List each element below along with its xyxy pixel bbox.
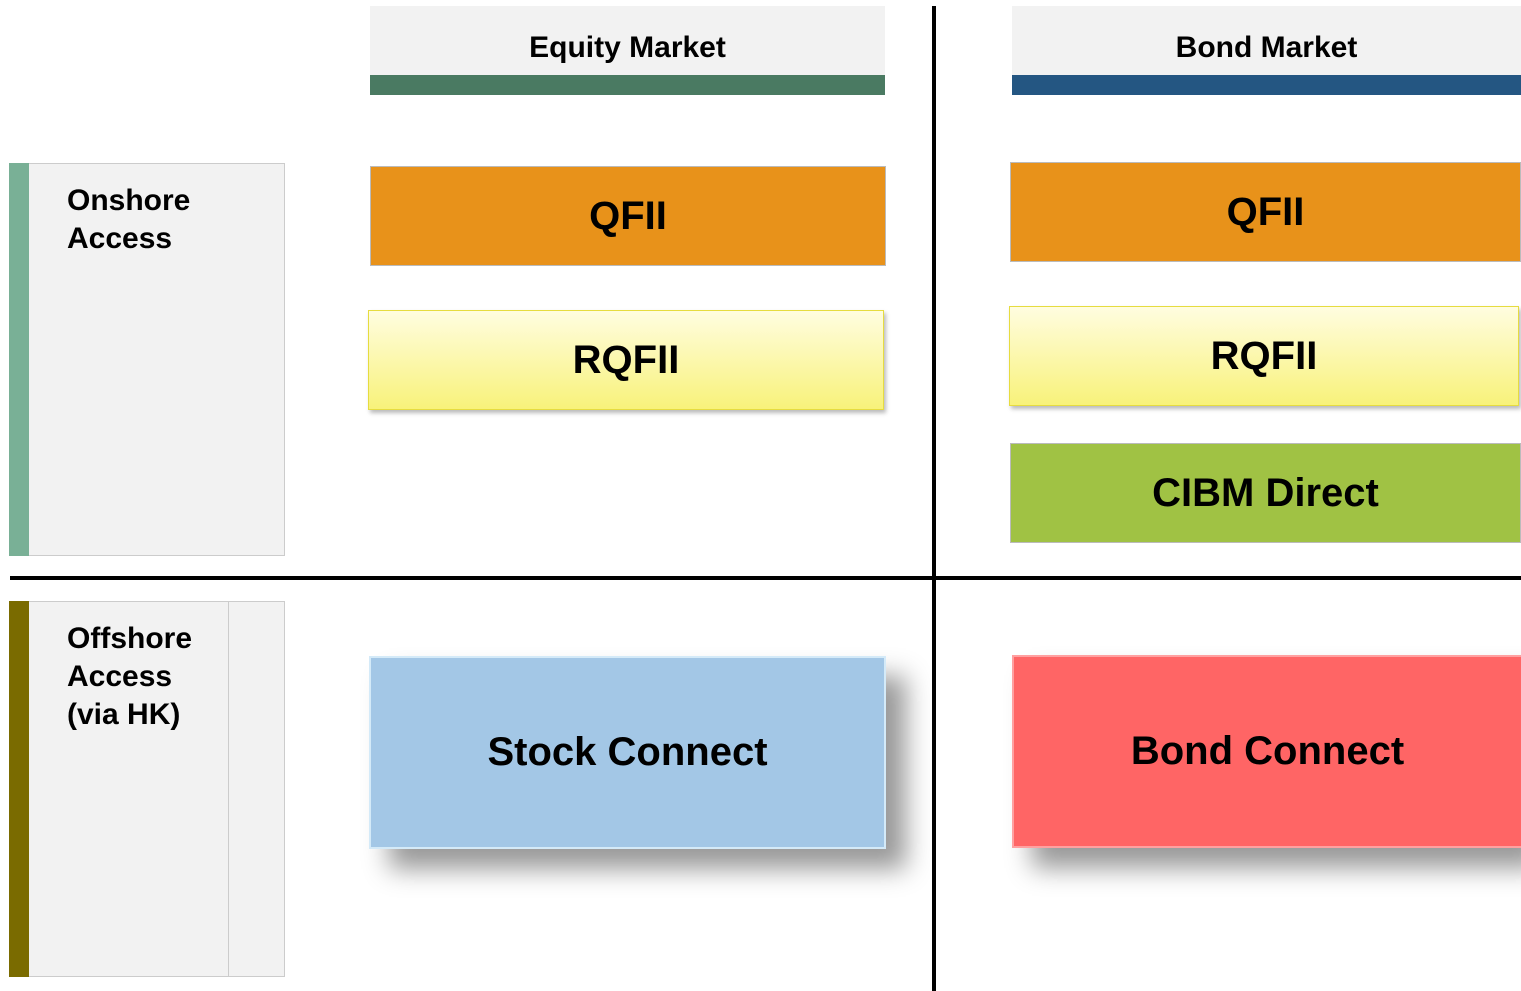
row-stripe	[9, 601, 29, 977]
box: RQFII	[368, 310, 884, 410]
divider	[10, 576, 1521, 580]
box: QFII	[370, 166, 886, 266]
row-label: Onshore Access	[29, 163, 285, 556]
column-header: Bond Market	[1012, 6, 1521, 76]
row-stripe	[9, 163, 29, 556]
box: Bond Connect	[1012, 655, 1521, 848]
row-label-bg	[229, 601, 285, 977]
box: QFII	[1010, 162, 1521, 262]
header-bar	[1012, 75, 1521, 95]
column-header: Equity Market	[370, 6, 885, 76]
box: CIBM Direct	[1010, 443, 1521, 543]
box: Stock Connect	[369, 656, 886, 849]
row-label: Offshore Access (via HK)	[29, 601, 229, 977]
box: RQFII	[1009, 306, 1519, 406]
header-bar	[370, 75, 885, 95]
divider	[932, 6, 936, 991]
